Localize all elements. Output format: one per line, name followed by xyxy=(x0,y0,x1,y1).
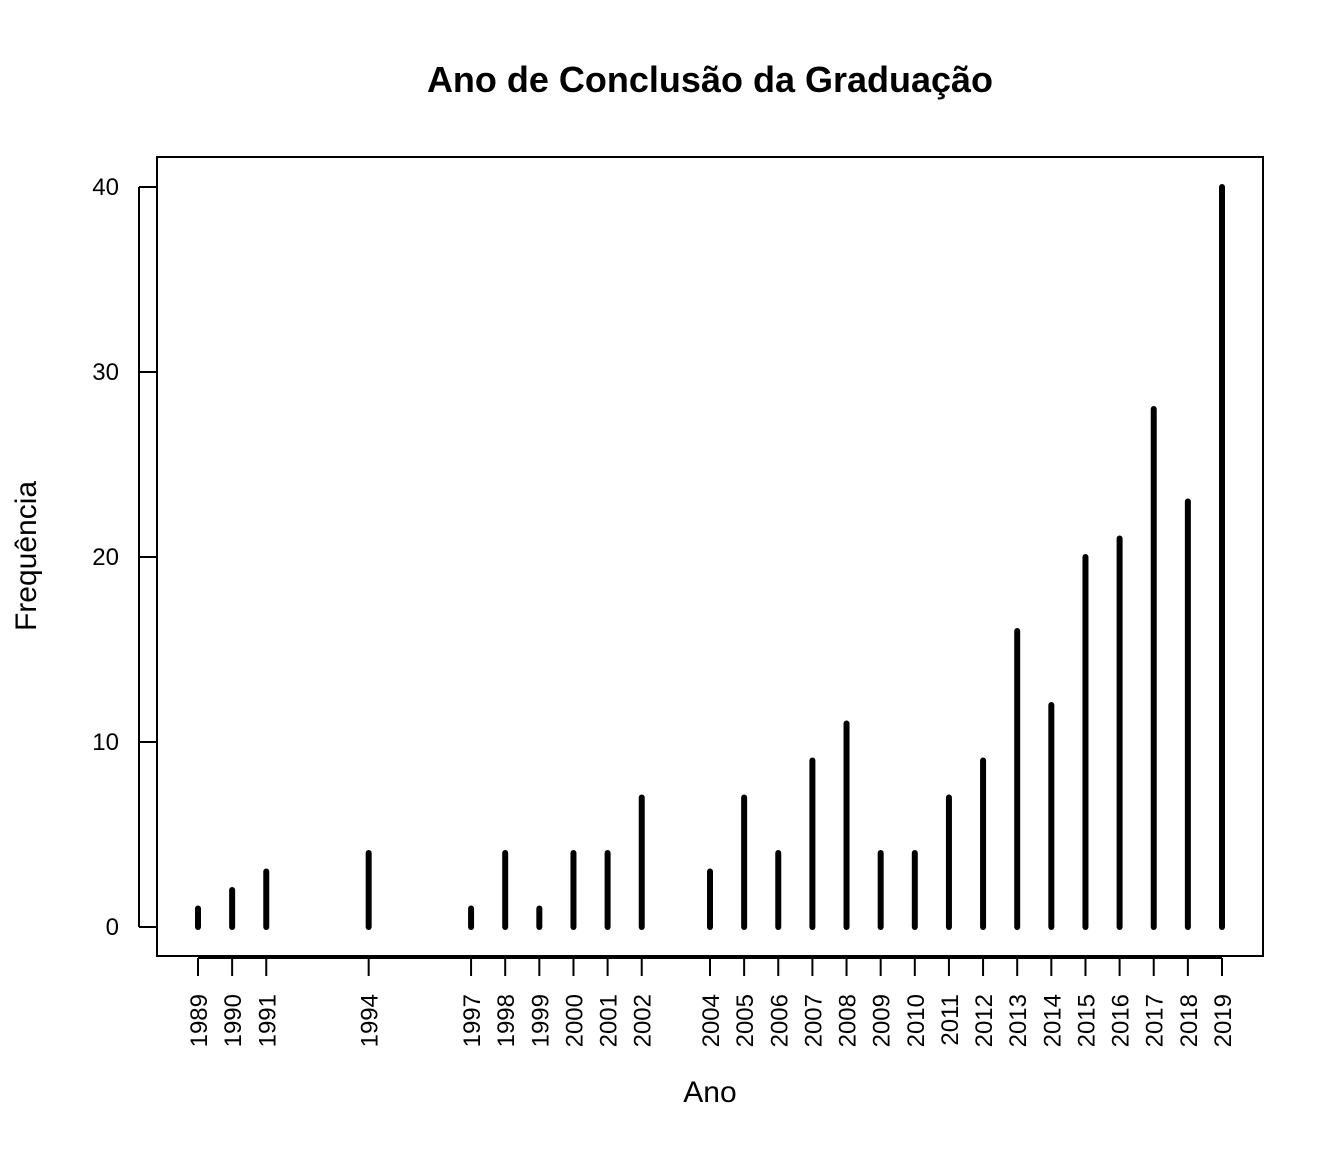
x-tick-label: 2013 xyxy=(1005,994,1032,1047)
x-tick-label: 2011 xyxy=(937,994,964,1046)
x-tick-label: 2012 xyxy=(971,994,998,1047)
x-axis-label: Ano xyxy=(683,1076,736,1109)
x-tick-label: 2007 xyxy=(800,994,827,1047)
y-tick-label: 40 xyxy=(92,174,119,201)
chart-title: Ano de Conclusão da Graduação xyxy=(427,59,993,100)
x-tick-label: 1998 xyxy=(493,994,520,1047)
x-tick-label: 1989 xyxy=(186,994,213,1047)
x-tick-label: 2017 xyxy=(1142,994,1169,1047)
x-tick-label: 2005 xyxy=(732,994,759,1047)
x-tick-label: 2010 xyxy=(903,994,930,1047)
x-tick-label: 2016 xyxy=(1108,994,1135,1047)
x-tick-label: 1991 xyxy=(254,994,281,1047)
y-tick-label: 10 xyxy=(92,729,119,756)
x-axis: 1989 1990 1991 1994 1997 1998 1999 2000 2001 2002… xyxy=(186,957,1237,1047)
plot-frame xyxy=(156,156,1264,957)
y-tick-label: 20 xyxy=(92,544,119,571)
x-tick-label: 2018 xyxy=(1176,994,1203,1047)
y-tick-label: 0 xyxy=(106,914,119,941)
y-axis-label: Frequência xyxy=(10,481,43,631)
x-tick-label: 2006 xyxy=(766,994,793,1047)
y-axis: 0 10 20 30 40 xyxy=(92,174,157,941)
x-tick-label: 2019 xyxy=(1210,994,1237,1047)
x-tick-label: 1997 xyxy=(459,994,486,1047)
x-tick-label: 2002 xyxy=(630,994,657,1047)
bars xyxy=(195,184,1225,930)
x-tick-label: 2000 xyxy=(561,994,588,1047)
x-tick-label: 2004 xyxy=(698,994,725,1047)
x-tick-label: 1994 xyxy=(357,994,384,1047)
x-tick-label: 2009 xyxy=(869,994,896,1047)
y-tick-label: 30 xyxy=(92,359,119,386)
x-tick-label: 1999 xyxy=(527,994,554,1047)
x-tick-label: 2001 xyxy=(596,994,623,1047)
x-tick-label: 2008 xyxy=(835,994,862,1047)
x-tick-label: 1990 xyxy=(220,994,247,1047)
x-tick-label: 2015 xyxy=(1073,994,1100,1047)
x-tick-label: 2014 xyxy=(1039,994,1066,1047)
